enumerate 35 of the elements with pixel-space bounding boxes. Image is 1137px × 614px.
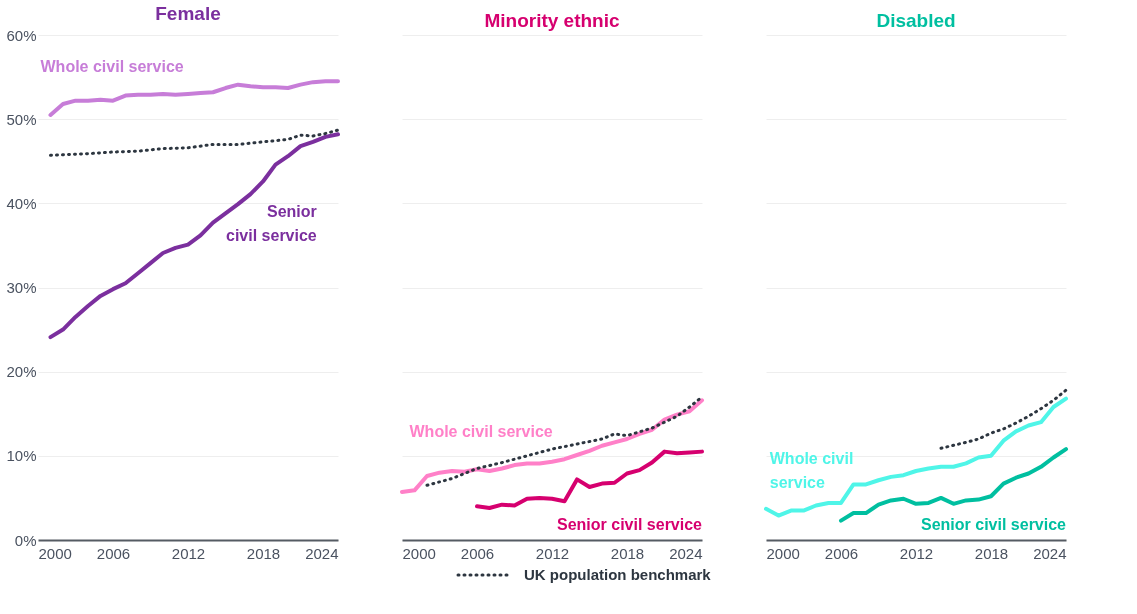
y-tick-label: 0%	[14, 531, 37, 549]
x-tick-label: 2024	[669, 544, 703, 562]
x-tick-label: 2006	[824, 544, 859, 562]
series-label: Whole civil service	[409, 423, 553, 441]
series-label: Senior civil service	[226, 202, 317, 244]
x-tick-label: 2012	[899, 544, 934, 562]
y-tick-label: 60%	[6, 26, 37, 44]
y-tick-label: 40%	[6, 194, 37, 212]
x-tick-label: 2000	[38, 544, 72, 562]
line-series	[49, 128, 340, 157]
line-series	[48, 79, 340, 117]
series-label: Whole civil service	[40, 57, 184, 75]
series-label: Whole civil service	[769, 450, 854, 492]
x-tick-label: 2012	[171, 544, 206, 562]
series-label: Senior civil service	[557, 515, 703, 533]
y-tick-label: 50%	[6, 110, 37, 128]
chart-title: Minority ethnic	[484, 10, 620, 31]
x-tick-label: 2018	[974, 544, 1009, 562]
x-tick-label: 2012	[535, 544, 570, 562]
chart-title: Female	[155, 3, 221, 24]
x-tick-label: 2024	[305, 544, 339, 562]
x-tick-label: 2024	[1033, 544, 1067, 562]
series-label: Senior civil service	[921, 515, 1067, 533]
chart-title: Disabled	[876, 10, 956, 31]
line-series	[48, 132, 340, 340]
x-tick-label: 2006	[96, 544, 131, 562]
y-tick-label: 30%	[6, 279, 37, 296]
x-tick-label: 2018	[610, 544, 645, 562]
y-tick-label: 20%	[6, 363, 37, 381]
legend-label: UK population benchmark	[524, 566, 712, 583]
x-tick-label: 2000	[402, 544, 436, 562]
y-tick-label: 10%	[6, 447, 37, 465]
x-tick-label: 2000	[766, 544, 800, 562]
x-tick-label: 2006	[460, 544, 495, 562]
x-tick-label: 2018	[246, 544, 281, 562]
